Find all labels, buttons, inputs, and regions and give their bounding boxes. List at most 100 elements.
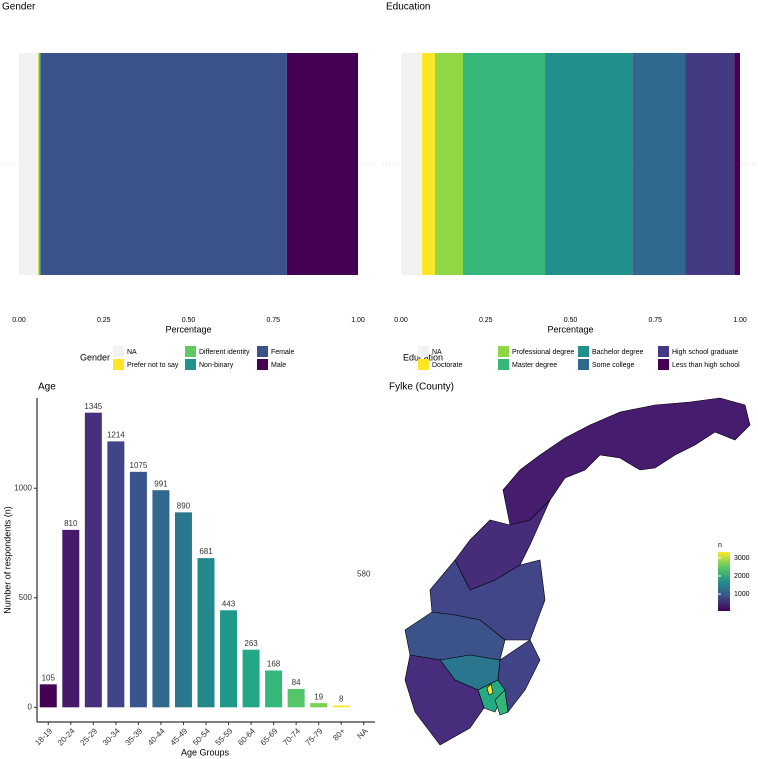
x-axis-title: Age Groups bbox=[181, 747, 230, 757]
value-label: 890 bbox=[177, 501, 191, 510]
x-axis-title: Percentage bbox=[165, 324, 211, 334]
bar bbox=[197, 558, 215, 708]
x-tick-label: 0.25 bbox=[479, 317, 493, 324]
colorbar-tick-label: 3000 bbox=[734, 555, 750, 562]
county-region bbox=[486, 683, 494, 696]
bar bbox=[129, 471, 147, 708]
legend-swatch bbox=[418, 346, 429, 357]
bar-segment bbox=[463, 53, 546, 275]
county-region bbox=[502, 397, 751, 526]
x-tick-label: 45-49 bbox=[169, 726, 190, 747]
colorbar-tick-label: 1000 bbox=[734, 591, 750, 598]
x-tick-label: 0.00 bbox=[394, 317, 408, 324]
legend-swatch bbox=[257, 359, 268, 370]
x-tick-label: 0.50 bbox=[182, 317, 196, 324]
x-tick-label: 0.75 bbox=[266, 317, 280, 324]
value-label: 84 bbox=[292, 678, 301, 687]
legend-swatch bbox=[185, 359, 196, 370]
x-axis-title: Percentage bbox=[547, 324, 593, 334]
bar-segment bbox=[40, 53, 287, 275]
x-tick-label: 50-54 bbox=[191, 726, 212, 747]
county-region bbox=[404, 654, 485, 746]
chart-title: Fylke (County) bbox=[389, 382, 454, 393]
bar bbox=[242, 649, 260, 708]
bar-segment bbox=[286, 53, 358, 275]
bar bbox=[287, 688, 305, 708]
x-tick-label: 0.25 bbox=[97, 317, 111, 324]
y-tick-label: 500 bbox=[19, 593, 33, 602]
bar-segment bbox=[545, 53, 633, 275]
legend-title: Education bbox=[403, 352, 443, 362]
legend-label: Master degree bbox=[512, 362, 557, 369]
value-label: 991 bbox=[154, 479, 168, 488]
x-tick-label: 70-74 bbox=[281, 726, 302, 747]
value-label: 443 bbox=[222, 599, 236, 608]
y-tick-label: 1000 bbox=[14, 483, 32, 492]
value-label: 580 bbox=[357, 569, 371, 578]
chart-title: Education bbox=[386, 2, 430, 13]
legend-label: High school graduate bbox=[672, 349, 738, 356]
bar-segment bbox=[38, 53, 41, 275]
legend-label: NA bbox=[127, 349, 137, 356]
x-tick-label: 35-39 bbox=[123, 726, 144, 747]
x-tick-label: 1.00 bbox=[733, 317, 747, 324]
value-label: 1214 bbox=[107, 430, 125, 439]
bar bbox=[355, 580, 372, 707]
legend-label: Prefer not to say bbox=[127, 362, 179, 369]
value-label: 8 bbox=[339, 695, 344, 704]
x-tick-label: 0.50 bbox=[564, 317, 578, 324]
bar-segment bbox=[37, 53, 39, 275]
chart-title: Age bbox=[38, 382, 56, 393]
bar bbox=[332, 705, 350, 708]
legend-label: Less than high school bbox=[672, 362, 740, 369]
x-tick-label: 40-44 bbox=[146, 726, 167, 747]
legend-label: Bachelor degree bbox=[592, 349, 643, 356]
x-tick-label: NA bbox=[355, 726, 370, 741]
bar bbox=[174, 512, 192, 708]
bar bbox=[265, 670, 283, 708]
x-tick-label: 55-59 bbox=[214, 726, 235, 747]
x-tick-label: 20-24 bbox=[56, 726, 77, 747]
x-tick-label: 18-19 bbox=[33, 726, 54, 747]
bar bbox=[84, 412, 102, 708]
legend-swatch bbox=[578, 359, 589, 370]
bar-segment bbox=[19, 53, 38, 275]
y-tick-label: 0 bbox=[28, 702, 33, 711]
legend-swatch bbox=[498, 346, 509, 357]
map bbox=[404, 397, 751, 746]
colorbar-tick-label: 2000 bbox=[734, 573, 750, 580]
bar bbox=[62, 529, 80, 708]
x-tick-label: 0.75 bbox=[648, 317, 662, 324]
value-label: 19 bbox=[314, 692, 323, 701]
legend-label: Female bbox=[271, 349, 294, 356]
value-label: 1345 bbox=[84, 402, 102, 411]
legend-swatch bbox=[498, 359, 509, 370]
bar-segment bbox=[734, 53, 740, 275]
x-tick-label: 60-64 bbox=[236, 726, 257, 747]
legend-title: Gender bbox=[80, 352, 110, 362]
x-tick-label: 25-29 bbox=[78, 726, 99, 747]
colorbar bbox=[718, 552, 730, 611]
legend-label: Non-binary bbox=[199, 362, 234, 369]
legend-swatch bbox=[418, 359, 429, 370]
legend-swatch bbox=[658, 359, 669, 370]
bar-segment bbox=[422, 53, 435, 275]
value-label: 681 bbox=[199, 547, 213, 556]
legend-swatch bbox=[257, 346, 268, 357]
legend-label: Doctorate bbox=[432, 362, 462, 369]
legend-swatch bbox=[113, 346, 124, 357]
legend-label: NA bbox=[432, 349, 442, 356]
value-label: 1075 bbox=[130, 461, 148, 470]
legend-swatch bbox=[658, 346, 669, 357]
x-tick-label: 30-34 bbox=[101, 726, 122, 747]
value-label: 263 bbox=[244, 639, 258, 648]
x-tick-label: 1.00 bbox=[351, 317, 365, 324]
bar bbox=[152, 490, 170, 708]
x-tick-label: 75-79 bbox=[304, 726, 325, 747]
bar bbox=[220, 610, 238, 708]
bar-segment bbox=[40, 53, 41, 275]
x-tick-label: 65-69 bbox=[259, 726, 280, 747]
legend-label: Male bbox=[271, 362, 286, 369]
